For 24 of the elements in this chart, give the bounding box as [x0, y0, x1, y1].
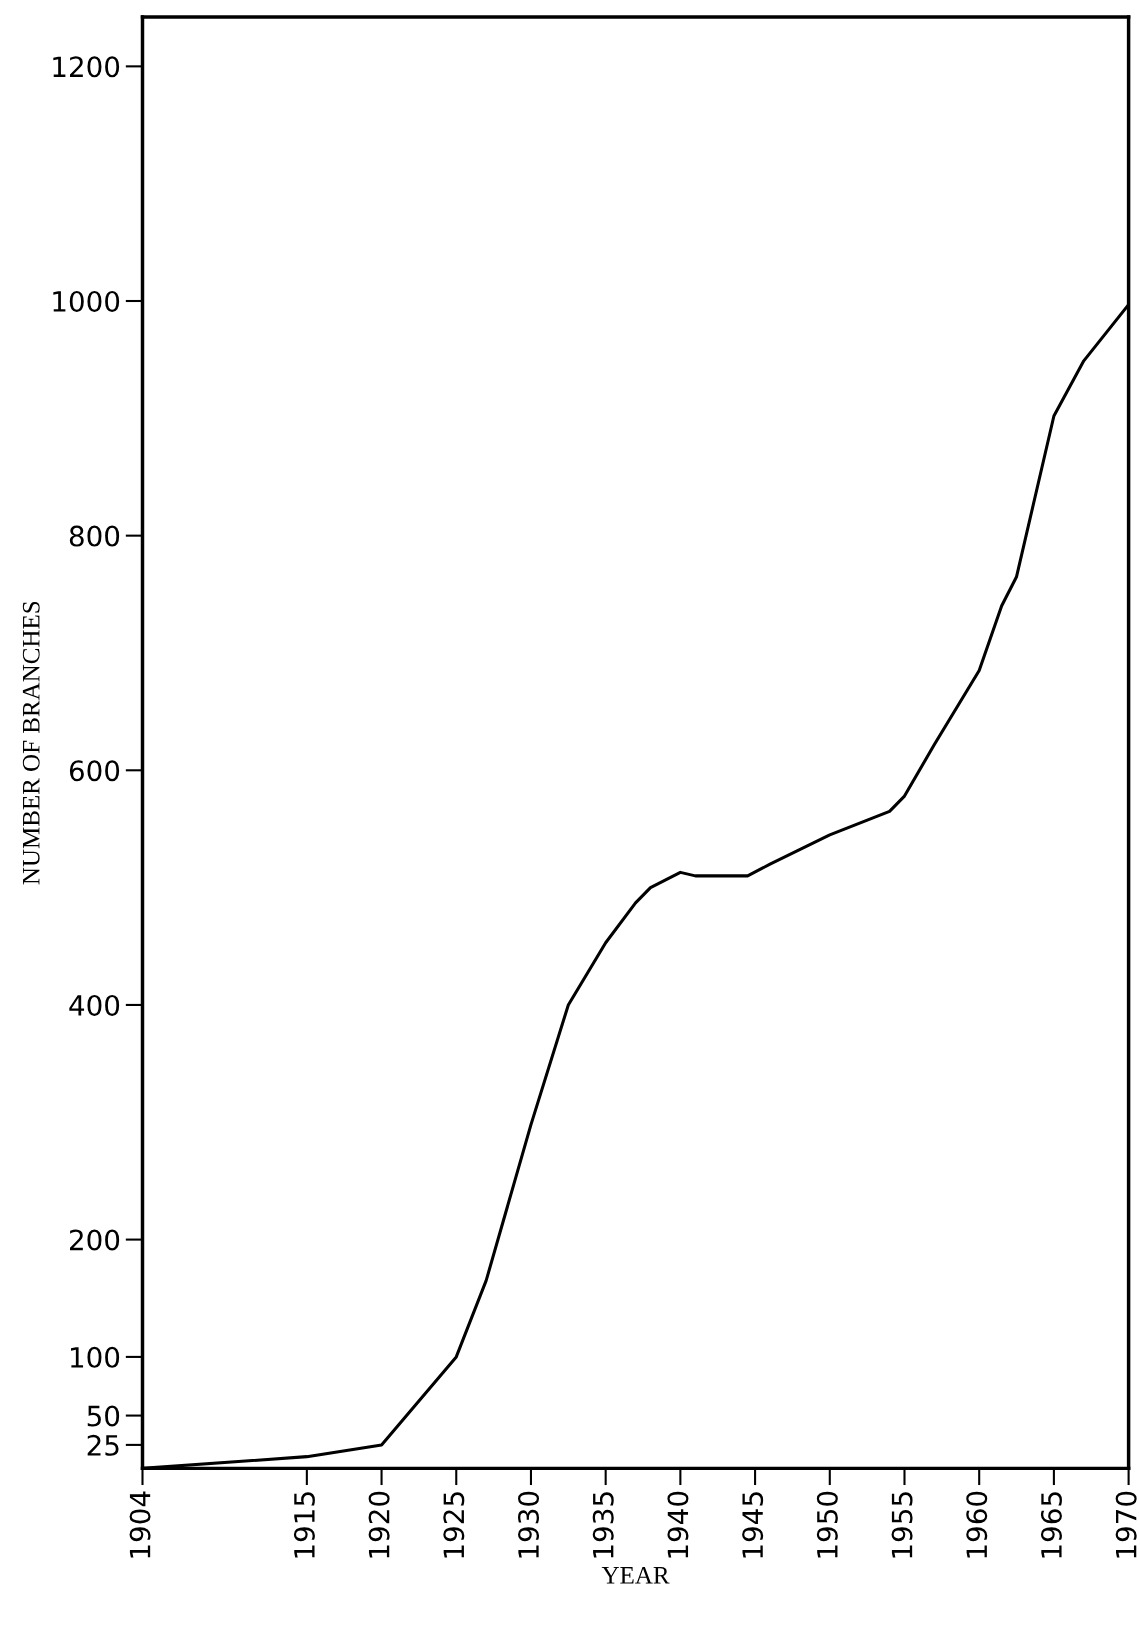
y-tick-label: 100: [71, 1346, 120, 1368]
x-tick-label: 1925: [443, 1492, 465, 1558]
x-tick-label: 1904: [129, 1491, 151, 1558]
y-tick-label: 600: [69, 760, 120, 782]
x-tick-label: 1930: [518, 1491, 540, 1558]
x-tick-label: 1935: [592, 1492, 614, 1558]
x-tick-label: 1960: [966, 1491, 988, 1558]
y-tick-label: 1000: [53, 290, 120, 312]
y-tick-label: 800: [69, 525, 120, 547]
x-tick-label: 1965: [1040, 1492, 1062, 1558]
x-tick-label: 1940: [667, 1491, 689, 1558]
y-tick-label: 50: [87, 1405, 120, 1427]
y-tick-label: 200: [69, 1229, 120, 1251]
x-tick-label: 1915: [293, 1492, 315, 1558]
x-tick-label: 1970: [1115, 1491, 1137, 1558]
y-axis-title: NUMBER OF BRANCHES: [22, 601, 40, 885]
x-axis-title: YEAR: [601, 1566, 670, 1584]
x-tick-label: 1955: [891, 1492, 913, 1558]
y-tick-label: 1200: [53, 56, 120, 78]
x-tick-label: 1950: [816, 1491, 838, 1558]
y-tick-label: 400: [69, 994, 120, 1016]
y-tick-label: 25: [87, 1434, 119, 1456]
x-tick-label: 1920: [368, 1491, 390, 1558]
x-tick-label: 1945: [742, 1492, 764, 1558]
